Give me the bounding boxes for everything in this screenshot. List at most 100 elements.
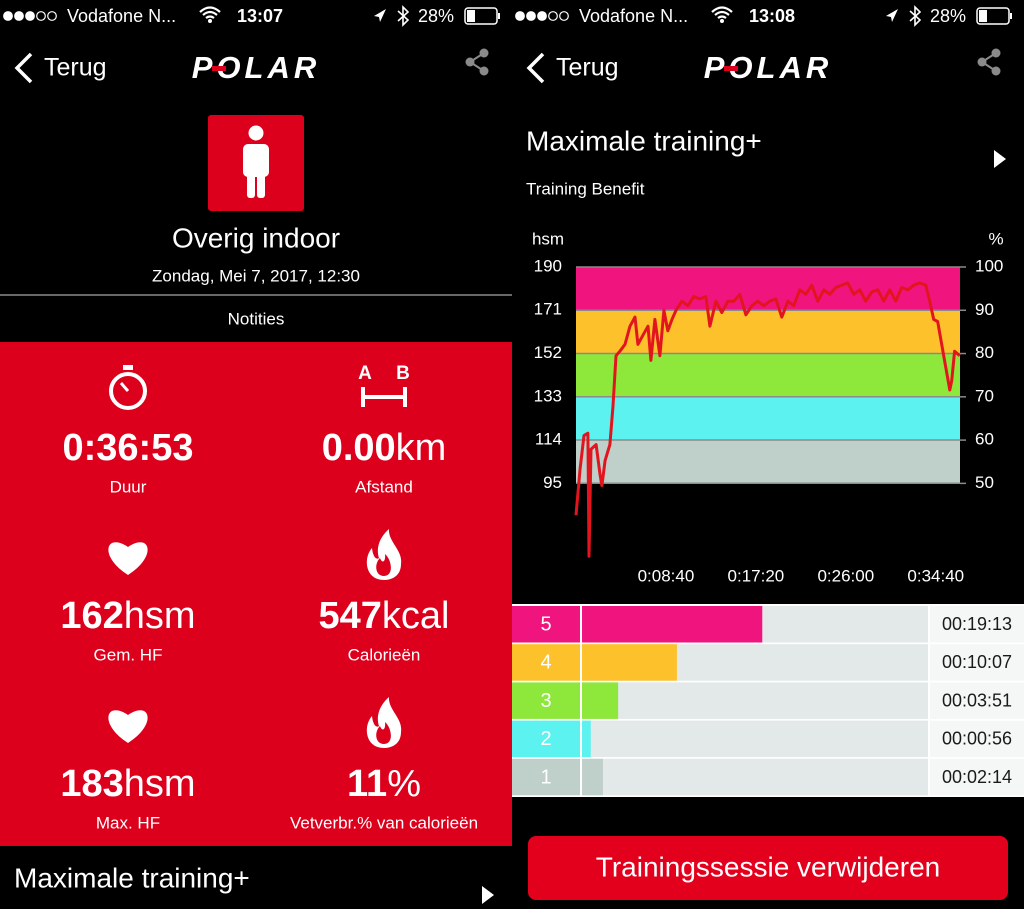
zone-row: 3 00:03:51 — [512, 682, 1024, 719]
y2-tick-label: 50 — [975, 473, 994, 492]
stat-unit: hsm — [124, 763, 196, 805]
wifi-dot — [720, 19, 724, 23]
back-chevron[interactable] — [14, 52, 33, 84]
person-body — [243, 144, 269, 177]
back-chevron[interactable] — [526, 52, 545, 84]
delete-button-bg[interactable] — [528, 836, 1008, 900]
zone-bar — [582, 644, 677, 681]
stat-value: 162hsm — [60, 595, 195, 637]
y-tick-label: 152 — [534, 343, 562, 362]
signal-dot — [47, 11, 57, 21]
zone-row: 2 00:00:56 — [512, 720, 1024, 758]
y2-tick-label: 60 — [975, 430, 994, 449]
clock: 13:08 — [749, 6, 795, 26]
zone-number-cell — [512, 644, 580, 681]
back-label[interactable]: Terug — [44, 54, 107, 82]
bluetooth-icon — [397, 5, 410, 27]
status-bar: Vodafone N... 13:07 28% — [3, 5, 500, 27]
heart-icon — [108, 710, 148, 743]
zone-time: 00:02:14 — [942, 767, 1012, 787]
y2-tick-label: 100 — [975, 256, 1003, 275]
share-button[interactable] — [465, 48, 489, 76]
zone-track — [582, 758, 928, 796]
y-tick-label: 171 — [534, 300, 562, 319]
signal-dot — [25, 11, 35, 21]
y2-tick-label: 90 — [975, 300, 994, 319]
x-tick-label: 0:34:40 — [907, 566, 964, 585]
share-lines[interactable] — [468, 52, 485, 72]
battery-tip — [1010, 13, 1012, 19]
training-subtitle: Training Benefit — [526, 179, 645, 198]
back-button[interactable]: Terug — [526, 52, 619, 84]
signal-dot — [537, 11, 547, 21]
footer-button[interactable]: Maximale training+ — [14, 862, 494, 904]
stat-value: 0:36:53 — [63, 427, 194, 469]
share-lines[interactable] — [980, 52, 997, 72]
delete-button[interactable]: Trainingssessie verwijderen — [528, 836, 1008, 900]
zone-bar — [582, 720, 591, 758]
stat-label: Max. HF — [96, 813, 160, 832]
heart-icon — [108, 542, 148, 575]
zone-number-cell — [512, 682, 580, 719]
activity-date: Zondag, Mei 7, 2017, 12:30 — [152, 266, 360, 285]
stat: 0:36:53 Duur — [63, 365, 194, 496]
right-panel: Maximale training+ Training Benefit hsm % 95… — [512, 125, 1024, 900]
stat-unit: kcal — [382, 595, 450, 637]
stat-number: 183 — [60, 763, 123, 805]
person-leg — [247, 170, 255, 198]
clock: 13:07 — [237, 6, 283, 26]
carrier: Vodafone N... — [67, 6, 176, 26]
zone-time: 00:19:13 — [942, 614, 1012, 634]
training-title: Maximale training+ — [526, 125, 762, 156]
stat-number: 0.00 — [322, 427, 396, 469]
zone-number-cell — [512, 720, 580, 758]
flame-inner — [376, 722, 391, 744]
zone-row: 4 00:10:07 — [512, 644, 1024, 681]
stat-number: 0:36:53 — [63, 427, 194, 469]
y-tick-label: 190 — [534, 256, 562, 275]
logo: POLAR — [704, 50, 833, 85]
play-icon[interactable] — [482, 886, 494, 904]
stopwatch-icon — [109, 372, 147, 410]
battery-tip — [498, 13, 500, 19]
zone-time-cell — [930, 682, 1024, 719]
zone-number-cell — [512, 606, 580, 643]
wifi-icon — [711, 6, 733, 19]
x-tick-label: 0:26:00 — [817, 566, 874, 585]
zone-table: 5 00:19:13 4 00:10:07 3 00:03:51 2 00:00:56 1 00:… — [512, 604, 1024, 797]
battery-percent: 28% — [418, 6, 454, 26]
back-label[interactable]: Terug — [556, 54, 619, 82]
stat: 11% Vetverbr.% van calorieën — [290, 697, 478, 832]
notes-button[interactable]: Notities — [228, 309, 285, 328]
carrier: Vodafone N... — [579, 6, 688, 26]
back-button[interactable]: Terug — [14, 52, 107, 84]
zone-row: 1 00:02:14 — [512, 758, 1024, 796]
stat-unit: km — [396, 427, 447, 469]
stat-value: 11% — [347, 763, 421, 805]
footer-title[interactable]: Maximale training+ — [14, 862, 250, 893]
zone-time-cell — [930, 644, 1024, 681]
zone-band — [576, 310, 960, 354]
share-button[interactable] — [977, 48, 1001, 76]
logo-accent — [212, 66, 226, 71]
header: Vodafone N... 13:08 28% Terug POLAR — [515, 5, 1012, 85]
play-icon[interactable] — [994, 150, 1006, 168]
stat: 547kcal Calorieën — [319, 529, 450, 664]
y-axis-label: hsm — [532, 229, 564, 248]
delete-button-label[interactable]: Trainingssessie verwijderen — [596, 851, 940, 882]
stat: 183hsm Max. HF — [60, 710, 196, 832]
x-tick-label: 0:08:40 — [638, 566, 695, 585]
y2-tick-label: 70 — [975, 386, 994, 405]
battery-outline — [976, 7, 1010, 25]
zone-band — [576, 353, 960, 397]
zone-time: 00:10:07 — [942, 652, 1012, 672]
stat-value: 0.00km — [322, 427, 447, 469]
activity-title: Overig indoor — [172, 222, 340, 253]
flame-inner — [376, 554, 391, 576]
stat: 162hsm Gem. HF — [60, 542, 196, 664]
x-tick-label: 0:17:20 — [728, 566, 785, 585]
zone-time-cell — [930, 720, 1024, 758]
wifi-dot — [208, 19, 212, 23]
